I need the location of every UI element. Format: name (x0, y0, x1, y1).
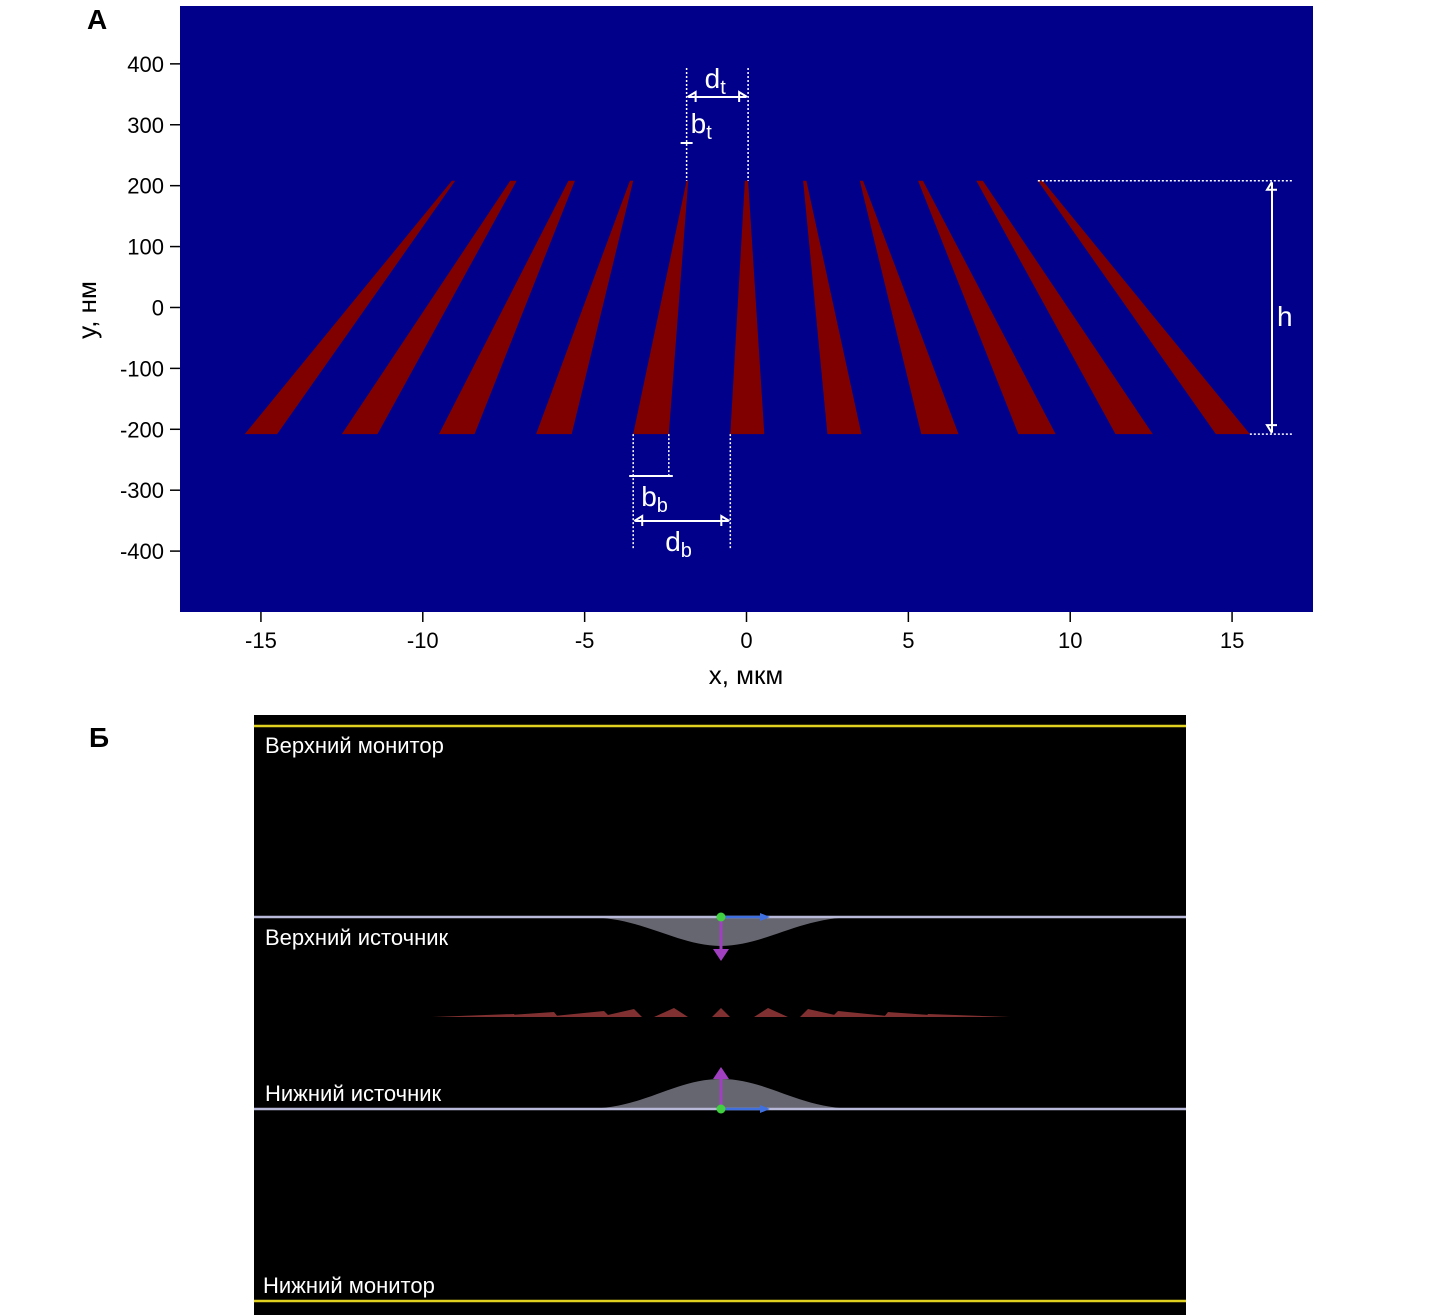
x-tick-label: -5 (575, 628, 595, 653)
y-axis-title: y, нм (72, 281, 102, 339)
grating-ridge-1 (244, 180, 456, 435)
top-monitor-label: Верхний монитор (265, 733, 444, 758)
y-tick-label: 300 (127, 113, 164, 138)
top-source-dot (716, 912, 726, 922)
annotations-group: dt bt bb db h (629, 63, 1293, 562)
bottom-source-right-arrowhead (760, 1105, 770, 1113)
db-left-arrowhead (633, 514, 644, 526)
grating-ridge (544, 1011, 610, 1017)
top-source-label: Верхний источник (265, 925, 449, 950)
h-bottom-arrowhead (1265, 424, 1277, 434)
grating-ridge-5 (633, 180, 689, 435)
bottom-monitor-label: Нижний монитор (263, 1273, 435, 1298)
grating-ridge-11 (1037, 180, 1250, 435)
bottom-source-label: Нижний источник (265, 1081, 442, 1106)
grating-ridge (712, 1008, 730, 1017)
y-tick-label: -100 (120, 356, 164, 381)
x-axis-title: x, мкм (709, 660, 784, 690)
y-tick-label: -200 (120, 417, 164, 442)
grating-ridge-10 (976, 180, 1153, 435)
dt-label: dt (705, 63, 727, 99)
bottom-source-dot (716, 1104, 726, 1114)
bt-label: bt (691, 108, 713, 144)
grating-ridge (926, 1014, 1010, 1017)
x-tick-label: 15 (1220, 628, 1244, 653)
y-tick-label: 200 (127, 174, 164, 199)
h-label: h (1277, 301, 1293, 332)
grating-ridge-8 (859, 180, 959, 435)
grating-ridge (654, 1008, 688, 1017)
panel-a-label: А (87, 4, 108, 35)
y-tick-label: -400 (120, 539, 164, 564)
grating-ridge (479, 1012, 558, 1017)
db-label: db (665, 526, 692, 562)
grating-ridge-9 (918, 180, 1056, 435)
x-tick-label: 5 (902, 628, 914, 653)
y-tick-label: -300 (120, 478, 164, 503)
top-source-down-arrowhead (713, 949, 729, 961)
grating-ridge-4 (536, 180, 634, 435)
x-tick-label: 0 (740, 628, 752, 653)
x-tick-label: 10 (1058, 628, 1082, 653)
grating-ridge-3 (438, 180, 575, 435)
x-tick-label: -15 (245, 628, 277, 653)
x-axis: -15 -10 -5 0 5 10 15 (245, 612, 1244, 653)
grating-ridge-6 (730, 180, 765, 435)
bottom-source-up-arrowhead (713, 1067, 729, 1079)
grating-ridge (599, 1009, 642, 1017)
y-tick-label: 100 (127, 235, 164, 260)
simulation-view: Верхний монитор Верхний источник Нижний … (254, 715, 1186, 1315)
panel-b-label: Б (89, 722, 110, 753)
h-top-arrowhead (1265, 181, 1277, 191)
grating-ridge-7 (803, 180, 862, 435)
grating-ridge (832, 1011, 898, 1017)
simulation-graphics (254, 724, 1186, 1303)
grating-ridge (800, 1009, 844, 1017)
db-right-arrowhead (720, 514, 730, 526)
grating-ridge (754, 1008, 788, 1017)
x-tick-label: -10 (407, 628, 439, 653)
dt-left-arrowhead (687, 90, 697, 102)
y-tick-label: 0 (152, 295, 164, 320)
ridges-group (244, 180, 1250, 435)
y-axis: 400 300 200 100 0 -100 -200 -300 -400 (120, 52, 180, 564)
dt-right-arrowhead (738, 90, 748, 102)
grating-ridge-2 (341, 180, 517, 435)
bb-label: bb (641, 481, 668, 517)
y-tick-label: 400 (127, 52, 164, 77)
grating-structure (432, 1008, 1010, 1017)
panel-a-chart: 400 300 200 100 0 -100 -200 -300 -400 -15 -10 -5 0 5… (72, 6, 1313, 690)
top-source-right-arrowhead (760, 913, 770, 921)
